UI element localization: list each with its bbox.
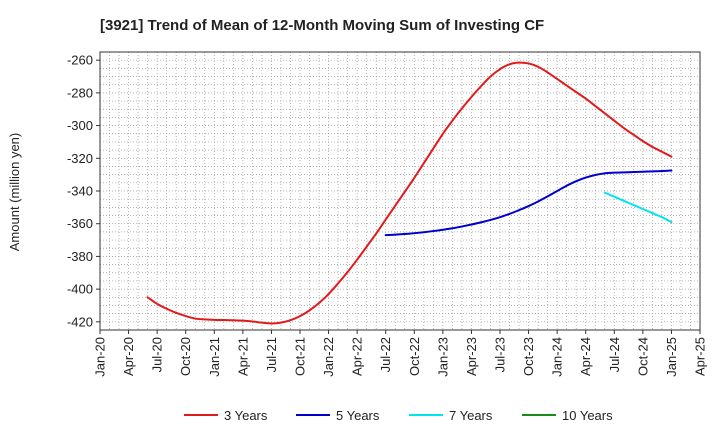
x-tick-label: Apr-25 [693,337,708,376]
x-tick-label: Jan-23 [435,337,450,377]
x-tick-label: Jan-21 [207,337,222,377]
legend: 3 Years 5 Years 7 Years 10 Years [184,408,613,423]
x-tick-label: Jan-22 [321,337,336,377]
x-tick-label: Jul-20 [150,337,165,372]
x-tick-label: Apr-22 [350,337,365,376]
legend-label: 10 Years [562,408,613,423]
y-tick-label: -380 [67,249,93,264]
legend-label: 7 Years [449,408,493,423]
x-tick-label: Oct-21 [293,337,308,376]
legend-label: 5 Years [336,408,380,423]
legend-item-7-years: 7 Years [409,408,493,423]
x-tick-label: Jul-21 [264,337,279,372]
y-tick-label: -420 [67,314,93,329]
legend-item-3-years: 3 Years [184,408,268,423]
series-line-3-years [146,61,673,325]
x-tick-label: Oct-23 [521,337,536,376]
x-tick-label: Jan-20 [93,337,108,377]
y-tick-label: -400 [67,282,93,297]
x-tick-label: Apr-20 [121,337,136,376]
y-tick-label: -260 [67,53,93,68]
y-tick-label: -300 [67,118,93,133]
chart-title: [3921] Trend of Mean of 12-Month Moving … [100,17,544,34]
x-tick-label: Apr-24 [578,337,593,376]
x-tick-label: Jul-24 [607,337,622,372]
legend-item-10-years: 10 Years [522,408,613,423]
x-tick-label: Jan-25 [664,337,679,377]
x-tick-label: Oct-24 [635,337,650,376]
y-tick-label: -360 [67,216,93,231]
x-tick-label: Jul-22 [378,337,393,372]
plot-area: -260-280-300-320-340-360-380-400-420Jan-… [67,51,708,377]
x-tick-label: Oct-20 [178,337,193,376]
legend-label: 3 Years [224,408,268,423]
x-tick-label: Apr-21 [235,337,250,376]
y-tick-label: -280 [67,85,93,100]
series-line-5-years [384,169,673,237]
y-tick-label: -340 [67,184,93,199]
legend-item-5-years: 5 Years [296,408,380,423]
x-tick-label: Apr-23 [464,337,479,376]
series-line-7-years [603,191,673,224]
y-tick-label: -320 [67,151,93,166]
x-tick-label: Jul-23 [493,337,508,372]
x-tick-label: Oct-22 [407,337,422,376]
y-axis-label: Amount (million yen) [7,133,22,252]
x-tick-label: Jan-24 [550,337,565,377]
